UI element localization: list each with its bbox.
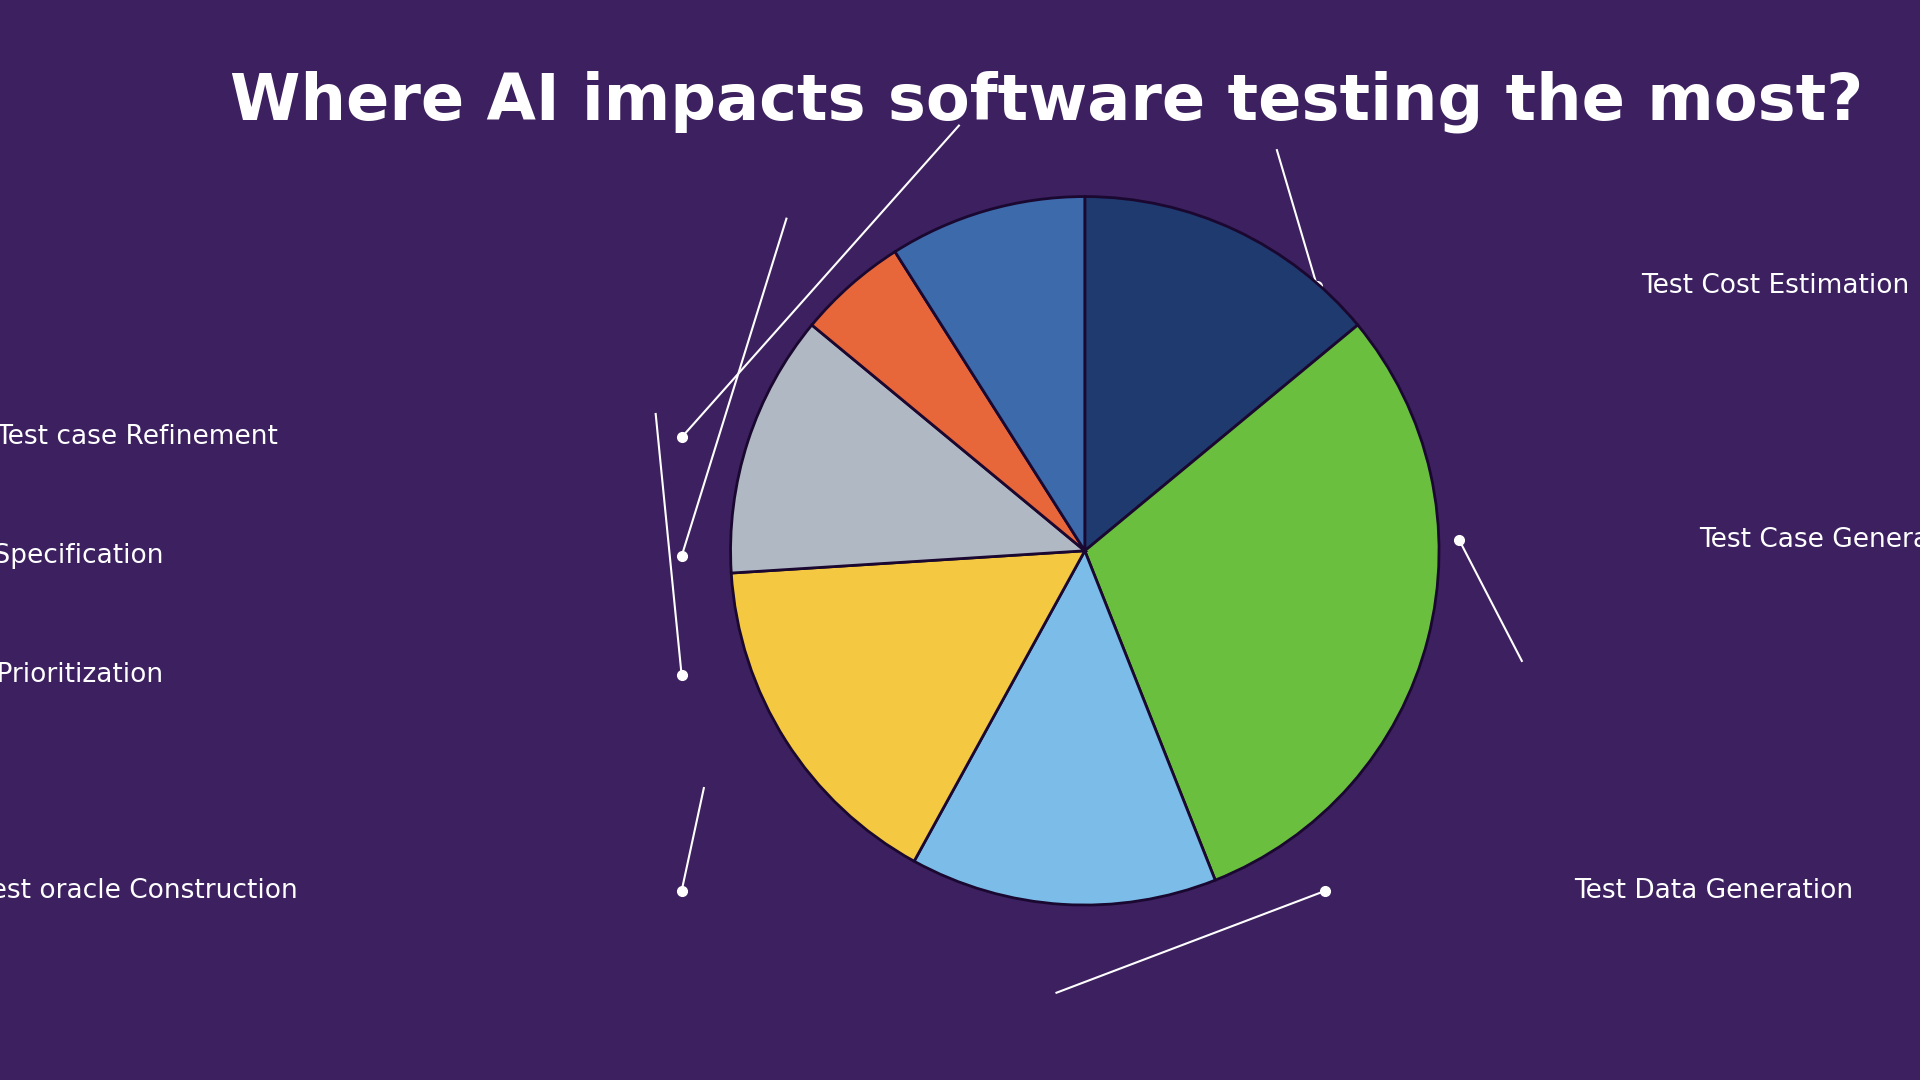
Text: Test Case Generation: Test Case Generation	[1699, 527, 1920, 553]
Wedge shape	[732, 325, 1085, 573]
Wedge shape	[895, 197, 1085, 551]
Text: Test oracle Construction: Test oracle Construction	[0, 878, 298, 904]
Text: Where AI impacts software testing the most?: Where AI impacts software testing the mo…	[230, 70, 1862, 133]
Wedge shape	[812, 252, 1085, 551]
Text: Test case Specification: Test case Specification	[0, 543, 163, 569]
Text: Test Cost Estimation: Test Cost Estimation	[1642, 273, 1910, 299]
Text: Test case Refinement: Test case Refinement	[0, 424, 278, 450]
Wedge shape	[1085, 325, 1438, 880]
Text: Test case Prioritization: Test case Prioritization	[0, 662, 163, 688]
Wedge shape	[732, 551, 1085, 861]
Text: Test Data Generation: Test Data Generation	[1574, 878, 1853, 904]
Wedge shape	[1085, 197, 1357, 551]
Wedge shape	[914, 551, 1215, 905]
